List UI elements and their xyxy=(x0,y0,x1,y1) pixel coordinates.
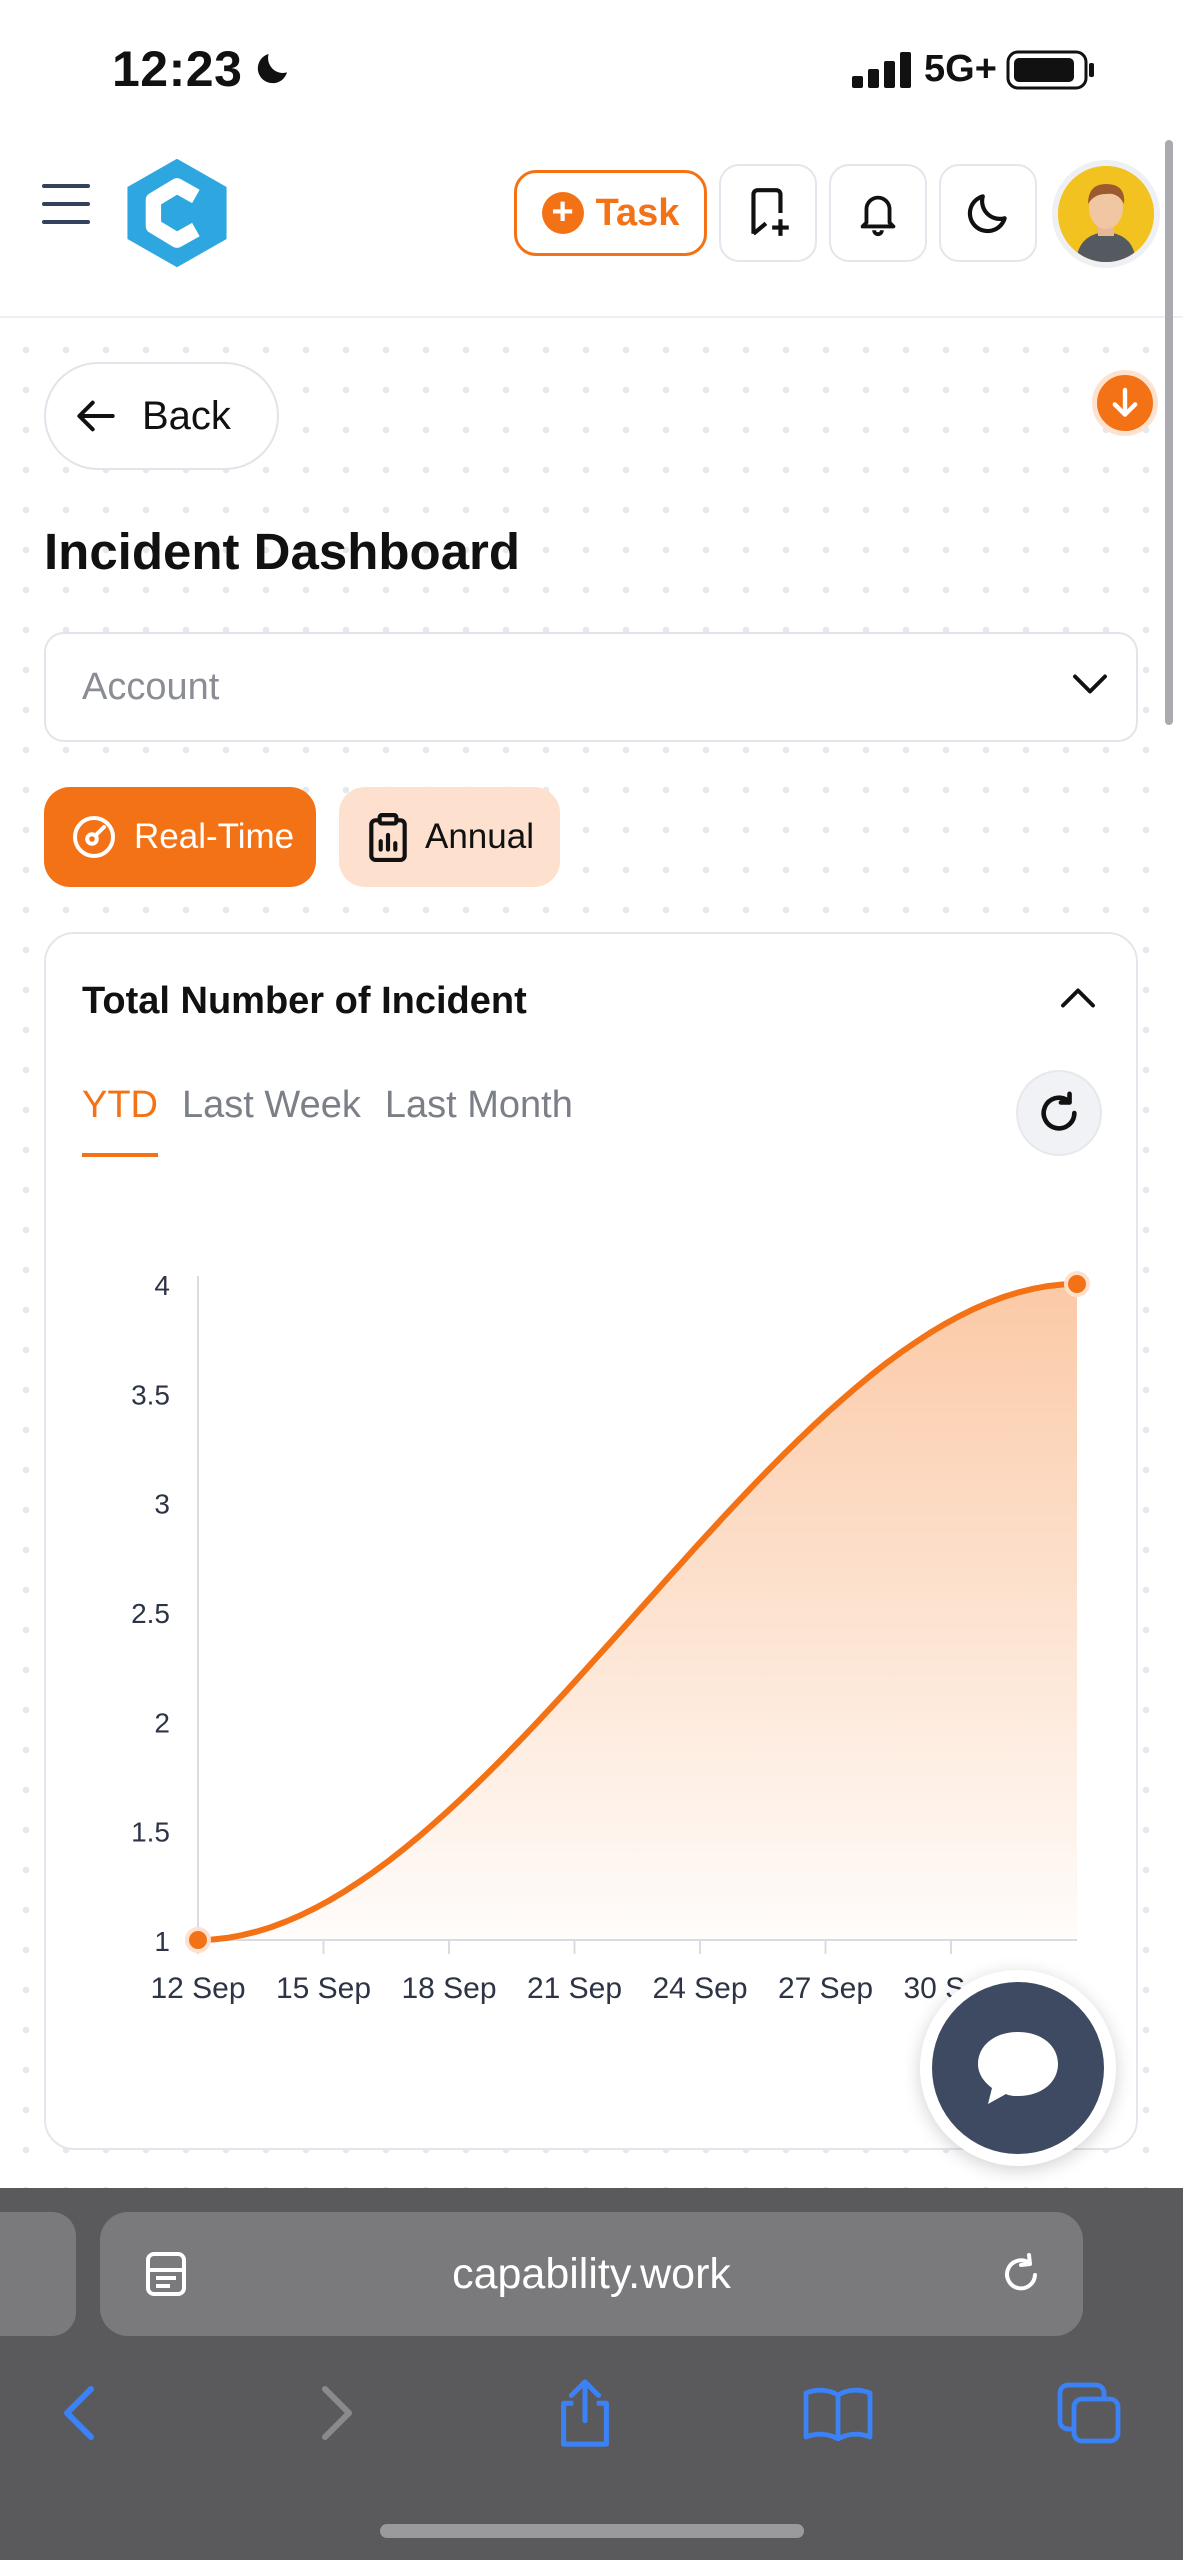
signal-icon xyxy=(852,52,911,88)
bookmark-add-icon xyxy=(751,188,789,236)
reload-icon[interactable] xyxy=(997,2248,1045,2298)
data-point-end xyxy=(1064,1271,1090,1297)
share-icon xyxy=(561,2379,609,2447)
x-tick-label: 12 Sep xyxy=(150,1972,245,2005)
dark-mode-button[interactable] xyxy=(939,164,1037,262)
x-tick-label: 24 Sep xyxy=(652,1972,747,2005)
data-point-start xyxy=(185,1927,211,1953)
chat-bubble-icon xyxy=(978,2032,1058,2104)
back-label: Back xyxy=(142,393,231,438)
home-indicator xyxy=(380,2524,804,2538)
card-title: Total Number of Incident xyxy=(82,980,527,1022)
page-title: Incident Dashboard xyxy=(44,523,521,580)
account-select[interactable]: Account xyxy=(44,632,1138,742)
tab-last-week[interactable]: Last Week xyxy=(182,1084,361,1126)
annual-button[interactable]: Annual xyxy=(339,787,560,887)
clipboard-chart-icon xyxy=(369,813,407,862)
tab-last-month[interactable]: Last Month xyxy=(384,1084,573,1126)
moon-icon xyxy=(967,194,1007,234)
add-task-button[interactable]: + Task xyxy=(514,170,707,256)
period-tabs: YTD Last Week Last Month xyxy=(82,1084,573,1157)
avatar[interactable] xyxy=(1052,160,1160,268)
gauge-icon xyxy=(73,816,115,858)
refresh-icon xyxy=(1041,1091,1077,1131)
chat-button[interactable] xyxy=(920,1970,1116,2166)
share-button[interactable] xyxy=(540,2368,630,2458)
bookmarks-button[interactable] xyxy=(793,2368,883,2458)
refresh-button[interactable] xyxy=(1016,1070,1102,1156)
incident-chart-card: Total Number of Incident YTD Last Week L… xyxy=(44,932,1138,2150)
browser-back-button[interactable] xyxy=(34,2368,124,2458)
account-placeholder: Account xyxy=(82,665,220,708)
logo[interactable] xyxy=(118,154,236,272)
tabs-icon xyxy=(1057,2382,1121,2444)
y-tick-label: 2 xyxy=(154,1707,170,1738)
browser-nav xyxy=(0,2368,1183,2468)
book-icon xyxy=(803,2387,873,2441)
chat-button-inner xyxy=(932,1982,1104,2154)
arrow-left-icon xyxy=(77,400,115,432)
url-bar[interactable]: capability.work xyxy=(100,2212,1083,2336)
avatar-image xyxy=(1058,166,1154,262)
download-button[interactable] xyxy=(1092,370,1158,436)
task-label: Task xyxy=(595,191,680,234)
y-tick-label: 3.5 xyxy=(131,1379,170,1410)
series-line xyxy=(195,1281,1080,1943)
real-time-button[interactable]: Real-Time xyxy=(44,787,316,887)
status-bar: 12:23 5G+ xyxy=(0,0,1183,140)
bell-icon xyxy=(860,195,896,237)
chevron-down-icon xyxy=(1073,674,1107,694)
chevron-up-icon[interactable] xyxy=(1060,986,1096,1010)
browser-toolbar: capability.work xyxy=(0,2188,1183,2560)
notifications-button[interactable] xyxy=(829,164,927,262)
url-text: capability.work xyxy=(452,2249,731,2298)
browser-forward-button[interactable] xyxy=(292,2368,382,2458)
bookmark-add-button[interactable] xyxy=(719,164,817,262)
plus-icon: + xyxy=(541,192,584,234)
y-tick-label: 3 xyxy=(154,1489,170,1520)
chevron-right-icon xyxy=(322,2386,352,2440)
real-time-label: Real-Time xyxy=(134,817,295,856)
battery-icon xyxy=(1006,50,1094,90)
status-time: 12:23 xyxy=(112,41,243,97)
menu-icon[interactable] xyxy=(42,184,90,224)
y-tick-label: 2.5 xyxy=(131,1598,170,1629)
x-tick-label: 15 Sep xyxy=(276,1972,371,2005)
incident-area-chart: 1 1.5 2 2.5 3 3.5 4 12 Sep 15 Sep 18 Sep 21 Sep 24 … xyxy=(131,1270,1090,2005)
annual-label: Annual xyxy=(425,817,534,856)
tab-ytd[interactable]: YTD xyxy=(82,1084,158,1157)
x-tick-label: 21 Sep xyxy=(527,1972,622,2005)
scrollbar[interactable] xyxy=(1165,140,1173,725)
chevron-left-icon xyxy=(64,2386,94,2440)
y-tick-label: 4 xyxy=(154,1270,170,1301)
x-tick-label: 27 Sep xyxy=(778,1972,873,2005)
moon-icon xyxy=(257,54,287,84)
tabs-button[interactable] xyxy=(1044,2368,1134,2458)
y-tick-label: 1 xyxy=(154,1926,170,1957)
network-label: 5G+ xyxy=(924,48,997,90)
app-header: + Task xyxy=(0,140,1183,318)
previous-tab[interactable] xyxy=(0,2212,76,2336)
x-tick-label: 18 Sep xyxy=(401,1972,496,2005)
y-tick-label: 1.5 xyxy=(131,1817,170,1848)
page-menu-icon[interactable] xyxy=(144,2250,188,2298)
arrow-down-icon xyxy=(1112,387,1138,417)
back-button[interactable]: Back xyxy=(44,362,279,470)
